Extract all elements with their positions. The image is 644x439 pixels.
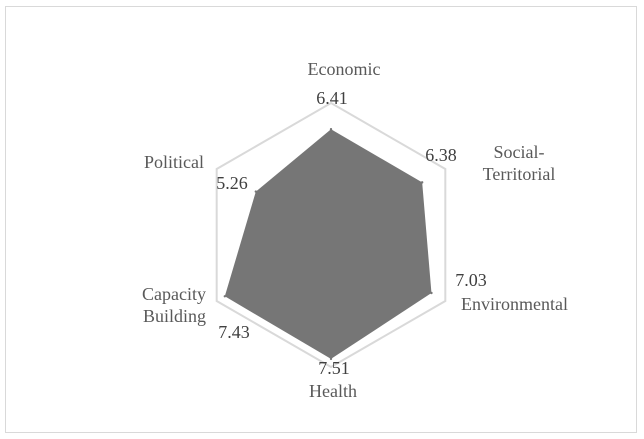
axis-label-capacity-building: Capacity Building (142, 284, 206, 326)
data-point-4 (329, 357, 333, 361)
axis-label-environmental: Environmental (461, 294, 568, 314)
data-point-3 (430, 291, 433, 295)
data-label-3: 7.03 (455, 270, 487, 290)
data-label-1: 6.41 (316, 88, 348, 108)
data-point-1 (329, 128, 333, 131)
data-label-5: 7.43 (218, 322, 250, 342)
data-label-4: 7.51 (318, 358, 350, 378)
data-label-6: 5.26 (216, 173, 248, 193)
axis-label-social-territorial: Social-Territorial (483, 142, 556, 184)
chart-frame: Economic 6.41 Social-Territorial 6.38 Enviro… (5, 6, 637, 433)
axis-label-health: Health (309, 381, 357, 401)
grid-ring (215, 101, 447, 369)
axis-label-political: Political (144, 152, 204, 172)
radar-chart: Economic 6.41 Social-Territorial 6.38 Enviro… (142, 59, 568, 401)
data-point-2 (420, 181, 424, 184)
data-area (224, 129, 432, 359)
data-label-2: 6.38 (425, 145, 457, 165)
data-point-5 (223, 295, 227, 298)
axis-label-economic: Economic (308, 59, 381, 79)
data-point-6 (254, 190, 258, 193)
